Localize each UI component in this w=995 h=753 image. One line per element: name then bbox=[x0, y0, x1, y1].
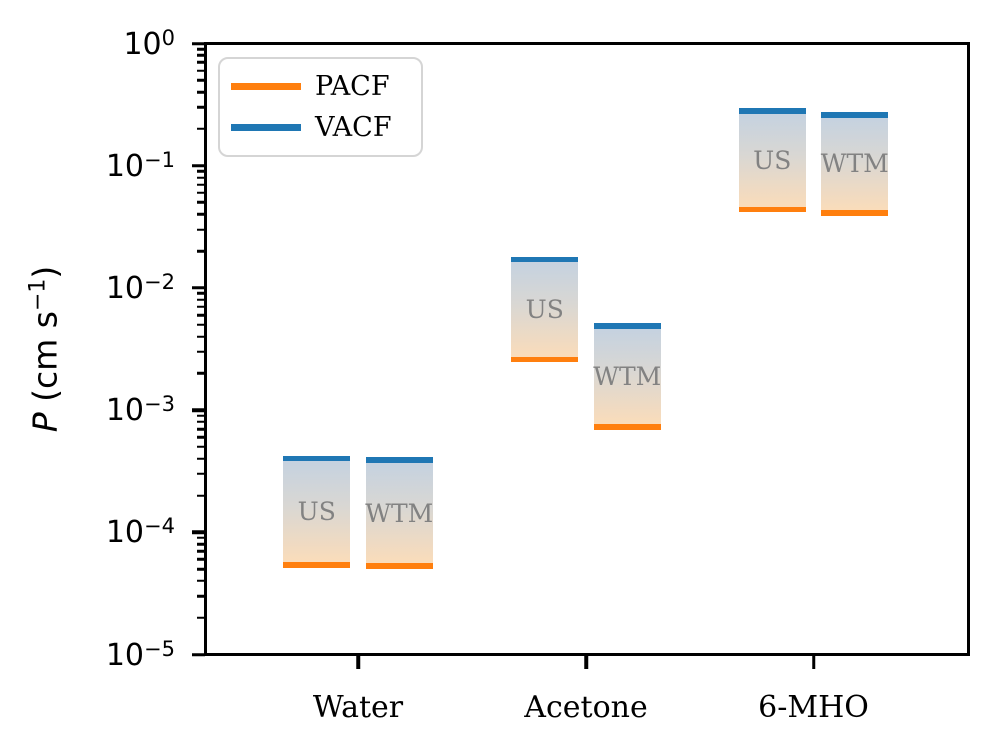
y-minor-tick bbox=[197, 228, 205, 231]
y-minor-tick bbox=[197, 183, 205, 186]
y-minor-tick bbox=[197, 305, 205, 309]
pacf-bottom-line bbox=[821, 210, 889, 216]
y-minor-tick bbox=[197, 350, 205, 354]
vacf-top-line bbox=[593, 323, 661, 329]
x-major-tick bbox=[584, 656, 588, 669]
range-bar-6-mho-us: US bbox=[738, 108, 806, 212]
x-major-tick bbox=[356, 656, 360, 669]
legend-item-pacf: PACF bbox=[231, 73, 421, 100]
y-minor-tick bbox=[197, 292, 205, 295]
vacf-line-swatch bbox=[231, 124, 301, 131]
x-tick-label-6-mho: 6-MHO bbox=[758, 690, 869, 725]
y-minor-tick bbox=[197, 201, 205, 204]
y-major-tick bbox=[192, 408, 205, 412]
y-minor-tick bbox=[197, 542, 205, 546]
y-minor-tick bbox=[197, 420, 205, 424]
y-minor-tick bbox=[197, 61, 205, 64]
y-minor-tick bbox=[197, 90, 205, 94]
y-minor-tick bbox=[197, 558, 205, 561]
pacf-bottom-line bbox=[593, 424, 661, 430]
y-minor-tick bbox=[197, 616, 205, 619]
y-minor-tick bbox=[197, 176, 205, 179]
y-minor-tick bbox=[197, 298, 205, 301]
y-minor-tick bbox=[197, 472, 205, 476]
vacf-top-line bbox=[738, 108, 806, 114]
bar-label: US bbox=[753, 145, 792, 175]
bar-gradient-fill: WTM bbox=[820, 117, 889, 211]
range-bar-6-mho-wtm: WTM bbox=[820, 112, 889, 216]
x-tick-label-water: Water bbox=[312, 690, 404, 725]
y-minor-tick bbox=[197, 427, 205, 431]
y-axis-label: P (cm s−1) bbox=[25, 265, 65, 433]
vacf-top-line bbox=[365, 457, 433, 463]
y-axis-label-symbol: P bbox=[25, 412, 65, 433]
vacf-top-line bbox=[283, 455, 351, 462]
y-minor-tick bbox=[197, 127, 205, 131]
bar-gradient-fill: WTM bbox=[593, 328, 662, 425]
pacf-bottom-line bbox=[738, 206, 806, 212]
bar-label: WTM bbox=[820, 149, 889, 179]
legend: PACF VACF bbox=[218, 57, 423, 157]
y-major-tick bbox=[192, 41, 205, 46]
y-minor-tick bbox=[197, 594, 205, 598]
range-bar-acetone-wtm: WTM bbox=[593, 323, 662, 430]
pacf-bottom-line bbox=[283, 562, 351, 568]
legend-label-pacf: PACF bbox=[315, 71, 390, 102]
pacf-line-swatch bbox=[231, 83, 301, 90]
bar-label: WTM bbox=[593, 361, 662, 391]
y-minor-tick bbox=[197, 47, 205, 51]
y-minor-tick bbox=[197, 249, 205, 253]
y-tick-label: 10−3 bbox=[105, 392, 175, 429]
y-minor-tick bbox=[197, 435, 205, 439]
y-minor-tick bbox=[197, 579, 205, 583]
y-minor-tick bbox=[197, 335, 205, 338]
y-minor-tick bbox=[197, 191, 205, 195]
y-tick-label: 10−5 bbox=[105, 636, 175, 673]
y-tick-label: 10−4 bbox=[105, 514, 175, 551]
y-minor-tick bbox=[197, 54, 205, 57]
vacf-top-line bbox=[821, 112, 889, 118]
pacf-bottom-line bbox=[365, 563, 433, 569]
y-minor-tick bbox=[197, 494, 205, 497]
x-major-tick bbox=[811, 656, 816, 669]
y-minor-tick bbox=[197, 372, 205, 375]
y-minor-tick bbox=[197, 323, 205, 326]
bar-label: WTM bbox=[365, 498, 434, 528]
y-minor-tick bbox=[197, 106, 205, 109]
y-minor-tick bbox=[197, 567, 205, 571]
y-minor-tick bbox=[197, 313, 205, 317]
bar-label: US bbox=[297, 497, 336, 527]
bar-gradient-fill: US bbox=[738, 113, 806, 207]
y-minor-tick bbox=[197, 213, 205, 216]
y-major-tick bbox=[192, 163, 205, 168]
range-bar-acetone-us: US bbox=[511, 256, 579, 363]
legend-label-vacf: VACF bbox=[315, 112, 392, 143]
bar-gradient-fill: WTM bbox=[365, 462, 434, 564]
bar-label: US bbox=[525, 295, 564, 325]
y-tick-label: 10−1 bbox=[105, 147, 175, 184]
y-major-tick bbox=[192, 530, 205, 535]
y-minor-tick bbox=[197, 549, 205, 553]
range-bar-water-us: US bbox=[283, 455, 351, 568]
bar-gradient-fill: US bbox=[511, 262, 579, 357]
y-minor-tick bbox=[197, 170, 205, 173]
x-tick-label-acetone: Acetone bbox=[524, 690, 648, 725]
y-tick-label: 10−2 bbox=[105, 269, 175, 306]
y-minor-tick bbox=[197, 79, 205, 82]
pacf-bottom-line bbox=[511, 356, 579, 363]
y-minor-tick bbox=[197, 457, 205, 460]
y-minor-tick bbox=[197, 536, 205, 540]
y-minor-tick bbox=[197, 445, 205, 449]
bar-gradient-fill: US bbox=[283, 461, 351, 563]
y-minor-tick bbox=[197, 69, 205, 72]
y-major-tick bbox=[192, 286, 205, 290]
y-tick-label: 100 bbox=[123, 25, 175, 62]
y-major-tick bbox=[192, 652, 205, 657]
y-minor-tick bbox=[197, 414, 205, 417]
vacf-top-line bbox=[511, 256, 579, 263]
range-bar-water-wtm: WTM bbox=[365, 457, 434, 569]
legend-item-vacf: VACF bbox=[231, 114, 421, 141]
